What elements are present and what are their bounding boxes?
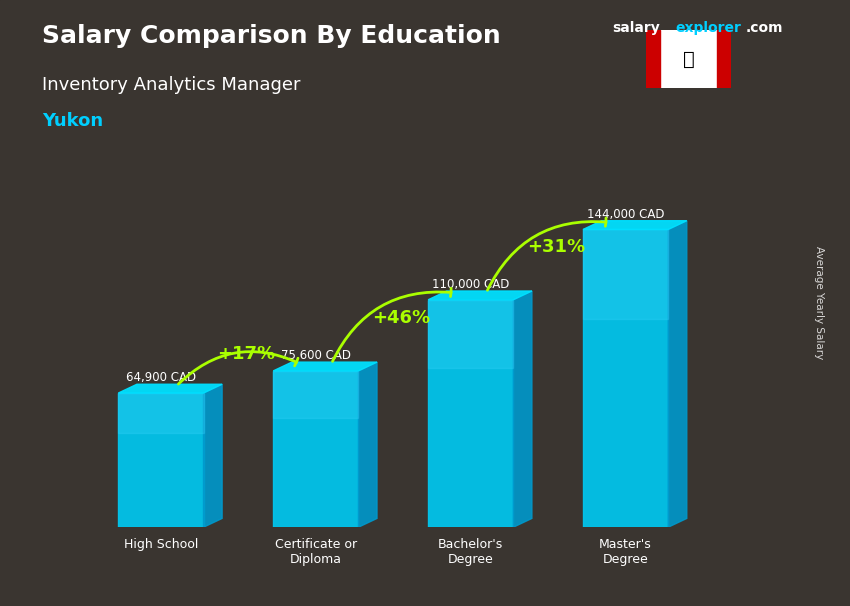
Text: 144,000 CAD: 144,000 CAD — [586, 208, 665, 221]
Bar — [428, 300, 513, 527]
Bar — [118, 393, 203, 433]
Bar — [118, 393, 203, 527]
Polygon shape — [668, 221, 687, 527]
Text: Yukon: Yukon — [42, 112, 104, 130]
Bar — [583, 230, 668, 319]
Bar — [583, 230, 668, 527]
Text: +46%: +46% — [372, 309, 430, 327]
Bar — [717, 30, 731, 88]
Text: Inventory Analytics Manager: Inventory Analytics Manager — [42, 76, 301, 94]
Bar — [273, 371, 359, 418]
Polygon shape — [428, 291, 532, 300]
Text: 64,900 CAD: 64,900 CAD — [126, 371, 196, 384]
Bar — [428, 300, 513, 368]
Polygon shape — [203, 384, 222, 527]
Text: salary: salary — [612, 21, 660, 35]
Bar — [646, 30, 660, 88]
Text: explorer: explorer — [676, 21, 741, 35]
Bar — [660, 30, 717, 88]
Text: 75,600 CAD: 75,600 CAD — [280, 349, 351, 362]
Text: .com: .com — [745, 21, 783, 35]
Bar — [273, 371, 359, 527]
Text: Average Yearly Salary: Average Yearly Salary — [814, 247, 824, 359]
Polygon shape — [583, 221, 687, 230]
Polygon shape — [513, 291, 532, 527]
Polygon shape — [359, 362, 377, 527]
Text: 110,000 CAD: 110,000 CAD — [432, 278, 509, 291]
Text: 🍁: 🍁 — [683, 50, 694, 68]
Text: +17%: +17% — [217, 345, 275, 363]
Polygon shape — [118, 384, 222, 393]
Text: +31%: +31% — [527, 238, 585, 256]
Polygon shape — [273, 362, 377, 371]
Text: Salary Comparison By Education: Salary Comparison By Education — [42, 24, 501, 48]
